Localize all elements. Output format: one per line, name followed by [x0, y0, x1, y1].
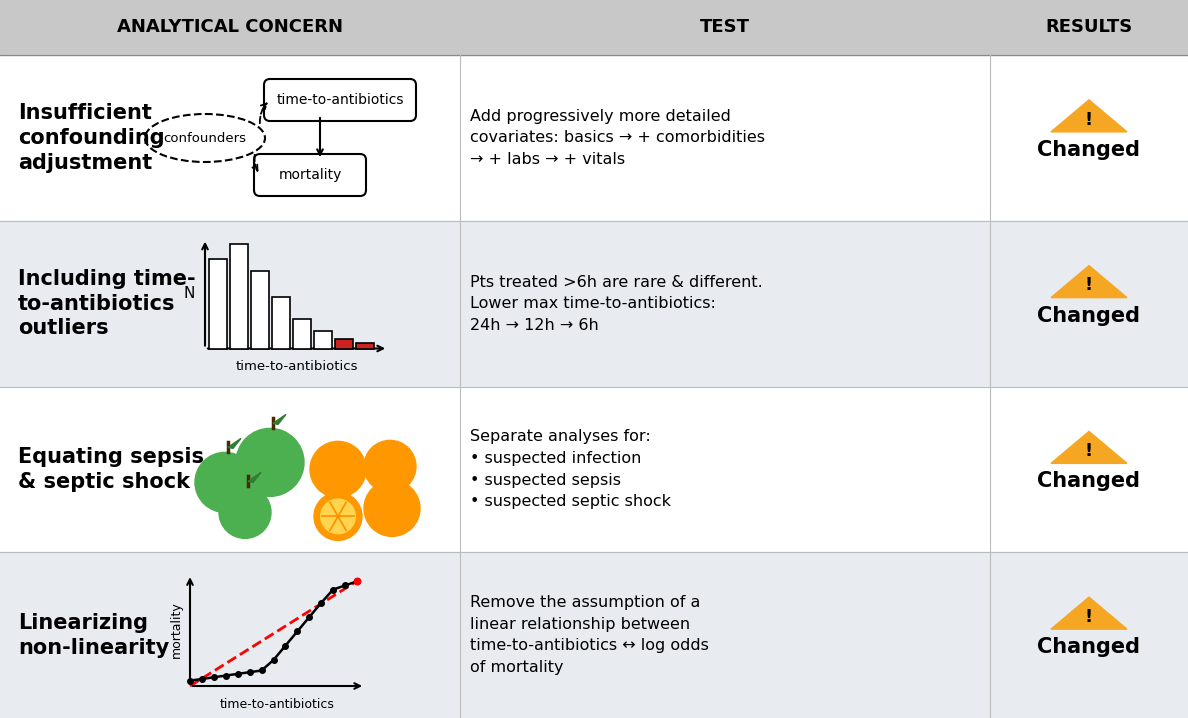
Circle shape	[310, 442, 366, 498]
Point	[335, 579, 354, 591]
Text: Changed: Changed	[1037, 472, 1140, 491]
Bar	[335, 338, 353, 348]
Text: confounders: confounders	[164, 131, 246, 144]
Circle shape	[236, 429, 304, 496]
Circle shape	[321, 499, 355, 533]
Text: time-to-antibiotics: time-to-antibiotics	[277, 93, 404, 107]
Text: Including time-
to-antibiotics
outliers: Including time- to-antibiotics outliers	[18, 269, 196, 338]
Polygon shape	[248, 472, 261, 482]
Point	[287, 625, 307, 637]
Point	[311, 597, 330, 609]
Text: N: N	[183, 286, 195, 301]
Polygon shape	[1051, 266, 1127, 298]
Text: !: !	[1085, 442, 1093, 460]
Circle shape	[195, 452, 255, 513]
Text: Add progressively more detailed
covariates: basics → + comorbidities
→ + labs → : Add progressively more detailed covariat…	[470, 108, 765, 167]
Text: time-to-antibiotics: time-to-antibiotics	[235, 360, 358, 373]
Text: !: !	[1085, 608, 1093, 626]
Text: Remove the assumption of a
linear relationship between
time-to-antibiotics ↔ log: Remove the assumption of a linear relati…	[470, 595, 709, 675]
Point	[348, 576, 367, 587]
Bar	[0, 552, 1188, 718]
Point	[348, 576, 367, 587]
Bar	[0, 386, 1188, 552]
Point	[216, 670, 235, 681]
Bar	[314, 330, 331, 348]
Point	[299, 611, 318, 623]
Text: mortality: mortality	[170, 602, 183, 658]
Point	[204, 671, 223, 683]
Circle shape	[364, 440, 416, 493]
Point	[252, 665, 271, 676]
Text: !: !	[1085, 276, 1093, 294]
Point	[323, 584, 342, 595]
FancyBboxPatch shape	[264, 79, 416, 121]
Text: mortality: mortality	[278, 168, 342, 182]
Bar	[0, 220, 1188, 386]
Text: time-to-antibiotics: time-to-antibiotics	[220, 697, 335, 711]
Text: Changed: Changed	[1037, 306, 1140, 326]
Text: !: !	[1085, 111, 1093, 129]
Text: Linearizing
non-linearity: Linearizing non-linearity	[18, 612, 169, 658]
Bar	[0, 0, 1188, 55]
Bar	[0, 55, 1188, 220]
Text: RESULTS: RESULTS	[1045, 19, 1132, 37]
Text: ANALYTICAL CONCERN: ANALYTICAL CONCERN	[116, 19, 343, 37]
Text: Changed: Changed	[1037, 140, 1140, 160]
Point	[181, 675, 200, 686]
Polygon shape	[1051, 597, 1127, 629]
Point	[264, 654, 283, 666]
Text: Separate analyses for:
• suspected infection
• suspected sepsis
• suspected sept: Separate analyses for: • suspected infec…	[470, 429, 671, 509]
Text: Pts treated >6h are rare & different.
Lower max time-to-antibiotics:
24h → 12h →: Pts treated >6h are rare & different. Lo…	[470, 274, 763, 332]
Point	[240, 666, 259, 678]
Text: TEST: TEST	[700, 19, 750, 37]
Bar	[356, 342, 374, 348]
Bar	[272, 297, 290, 348]
Point	[192, 673, 211, 685]
Bar	[251, 271, 268, 348]
FancyBboxPatch shape	[254, 154, 366, 196]
Text: Changed: Changed	[1037, 637, 1140, 657]
Text: Insufficient
confounding
adjustment: Insufficient confounding adjustment	[18, 103, 165, 172]
Bar	[293, 319, 311, 348]
Polygon shape	[228, 439, 241, 448]
Circle shape	[364, 480, 421, 536]
Circle shape	[219, 486, 271, 538]
Text: Equating sepsis
& septic shock: Equating sepsis & septic shock	[18, 447, 204, 492]
Point	[228, 668, 247, 680]
Bar	[230, 243, 248, 348]
Point	[276, 640, 295, 651]
Polygon shape	[1051, 432, 1127, 463]
Polygon shape	[1051, 100, 1127, 132]
Bar	[209, 258, 227, 348]
Polygon shape	[273, 414, 286, 424]
Circle shape	[314, 493, 362, 541]
